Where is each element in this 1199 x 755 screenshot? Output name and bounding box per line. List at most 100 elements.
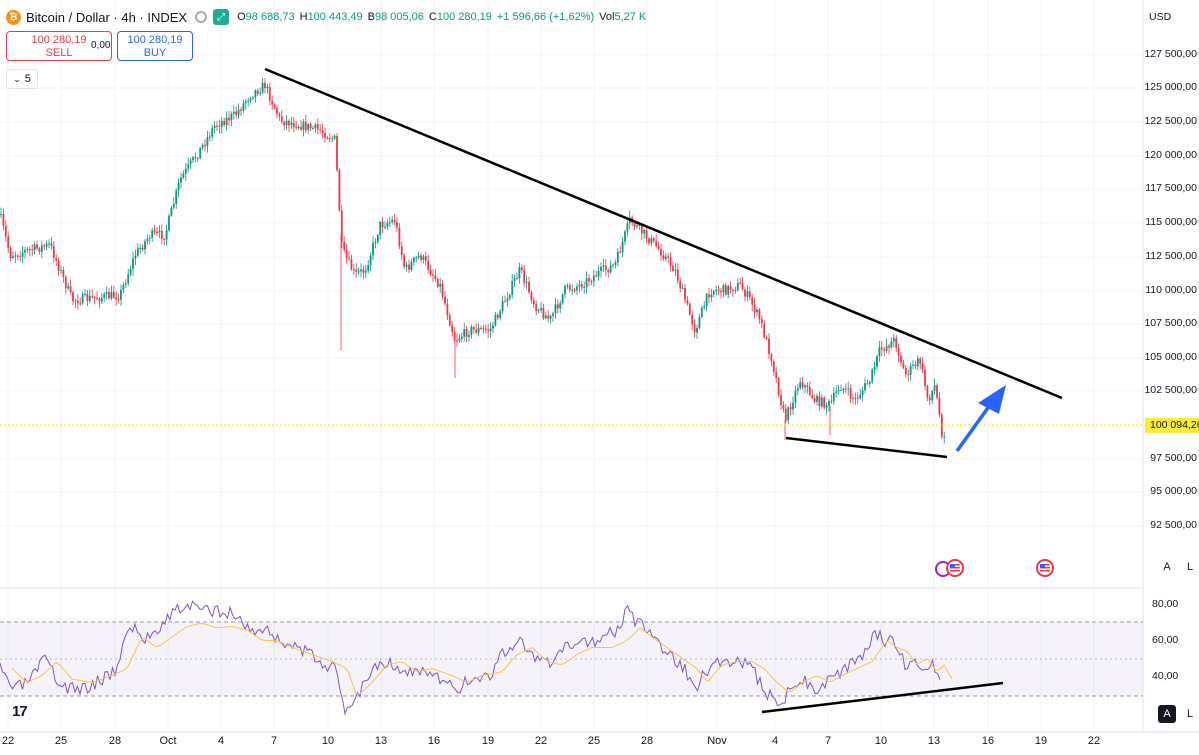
candle-body bbox=[931, 390, 934, 401]
candle-body bbox=[283, 121, 286, 126]
candle-body bbox=[384, 226, 386, 228]
candle-body bbox=[518, 267, 521, 279]
candle-body bbox=[362, 269, 365, 273]
candle-body bbox=[693, 324, 696, 333]
price-axis-label: 117 500,00 bbox=[1145, 182, 1197, 194]
auto-scale-button[interactable]: A bbox=[1158, 705, 1176, 723]
candle-body bbox=[208, 136, 211, 138]
candle-body bbox=[638, 224, 641, 226]
candle-body bbox=[324, 132, 326, 138]
candle-body bbox=[508, 294, 511, 299]
support-trendline[interactable] bbox=[785, 436, 948, 459]
sell-button[interactable]: 100 280,19 SELL bbox=[6, 31, 112, 61]
candle-body bbox=[134, 255, 137, 259]
candle-body bbox=[252, 97, 254, 99]
candle-body bbox=[9, 248, 12, 259]
candle-body bbox=[943, 436, 946, 438]
price-axis-label: 95 000,00 bbox=[1150, 485, 1197, 497]
candle-body bbox=[468, 335, 470, 338]
data-source-icon[interactable]: ⤢ bbox=[213, 9, 230, 25]
candle-body bbox=[782, 405, 785, 409]
symbol-title[interactable]: Bitcoin / Dollar · 4h · INDEX bbox=[26, 9, 188, 25]
log-scale-button[interactable]: L bbox=[1181, 705, 1199, 723]
log-scale-button[interactable]: L bbox=[1181, 558, 1199, 576]
candle-body bbox=[564, 285, 566, 295]
collapse-legend-button[interactable]: ⌄ 5 bbox=[6, 69, 38, 89]
candle-body bbox=[307, 124, 310, 131]
auto-scale-button[interactable]: A bbox=[1158, 558, 1176, 576]
candle-body bbox=[823, 397, 826, 408]
buy-button[interactable]: 100 280,19 BUY bbox=[117, 31, 193, 61]
candle-body bbox=[96, 297, 98, 300]
candle-body bbox=[501, 301, 504, 312]
candle-body bbox=[139, 248, 142, 250]
candle-body bbox=[660, 248, 662, 256]
candle-body bbox=[48, 243, 50, 245]
candle-body bbox=[348, 257, 350, 259]
candle-body bbox=[698, 317, 701, 329]
candle-body bbox=[184, 168, 187, 174]
candle-body bbox=[261, 82, 264, 93]
candle-body bbox=[669, 257, 672, 266]
rsi-trendline[interactable] bbox=[761, 681, 1004, 714]
candle-body bbox=[864, 383, 866, 391]
time-axis-label: 10 bbox=[321, 735, 335, 747]
candle-body bbox=[580, 284, 583, 288]
candle-body bbox=[424, 256, 427, 261]
candle-body bbox=[640, 224, 643, 234]
candle-body bbox=[756, 309, 758, 313]
candle-body bbox=[895, 338, 898, 348]
candle-body bbox=[600, 266, 602, 271]
candle-body bbox=[4, 225, 7, 237]
candle-body bbox=[446, 303, 449, 316]
candle-body bbox=[552, 313, 554, 316]
candle-body bbox=[64, 276, 67, 289]
candle-body bbox=[388, 222, 391, 224]
candle-body bbox=[775, 372, 778, 379]
candle-body bbox=[276, 108, 278, 115]
rsi-axis-label: 80,00 bbox=[1152, 598, 1179, 610]
tradingview-logo[interactable]: 17 bbox=[12, 703, 28, 720]
currency-label[interactable]: USD bbox=[1149, 11, 1172, 23]
candle-body bbox=[312, 128, 314, 130]
rsi-line bbox=[0, 600, 941, 716]
time-axis-label: 7 bbox=[270, 735, 278, 747]
candle-body bbox=[386, 223, 389, 227]
candle-body bbox=[732, 289, 734, 291]
candle-body bbox=[492, 325, 494, 329]
candle-body bbox=[607, 269, 610, 273]
candle-body bbox=[547, 315, 550, 319]
resistance-trendline[interactable] bbox=[264, 67, 1063, 400]
price-axis-label: 110 000,00 bbox=[1145, 284, 1197, 296]
candle-body bbox=[223, 120, 226, 126]
us-flag-event-icon[interactable] bbox=[946, 559, 964, 577]
candle-body bbox=[794, 390, 797, 403]
candle-body bbox=[859, 395, 862, 399]
candle-body bbox=[487, 330, 490, 332]
candle-body bbox=[127, 274, 130, 284]
candle-body bbox=[328, 137, 331, 139]
time-axis-label: 25 bbox=[587, 735, 601, 747]
candle-body bbox=[530, 292, 533, 301]
candle-body bbox=[537, 310, 540, 312]
candle-body bbox=[393, 219, 396, 223]
candle-body bbox=[876, 356, 878, 367]
bitcoin-icon: ₿ bbox=[6, 9, 21, 25]
breakout-arrow[interactable] bbox=[955, 385, 1006, 453]
candle-body bbox=[902, 362, 905, 368]
candle-body bbox=[220, 120, 223, 127]
candle-body bbox=[350, 258, 353, 270]
candle-body bbox=[204, 144, 206, 146]
candle-body bbox=[398, 227, 401, 247]
candle-body bbox=[333, 135, 336, 139]
candle-body bbox=[189, 160, 192, 165]
candle-body bbox=[496, 314, 499, 318]
candle-body bbox=[196, 158, 199, 160]
candle-body bbox=[470, 326, 473, 336]
candle-body bbox=[228, 117, 230, 121]
candle-body bbox=[175, 190, 178, 204]
candle-body bbox=[343, 241, 346, 250]
candle-body bbox=[825, 405, 828, 408]
us-flag-event-icon[interactable] bbox=[1036, 559, 1054, 577]
